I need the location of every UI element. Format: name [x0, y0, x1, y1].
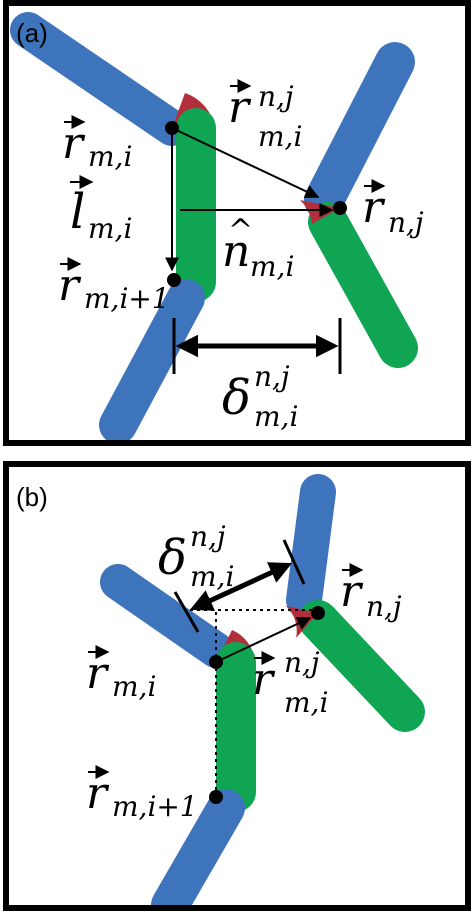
- panel-b-label: (b): [16, 482, 48, 512]
- label-r-mi-b: r m,i: [86, 645, 156, 703]
- svg-text:δ: δ: [158, 530, 187, 586]
- svg-text:n,j: n,j: [284, 646, 320, 679]
- delta-tick-right-b: [282, 539, 306, 585]
- svg-text:r: r: [362, 182, 386, 233]
- point-r-mi1: [167, 273, 181, 287]
- panel-b: (b) δ n,j m,i r n,j r m,i r n,j m,i r m,…: [3, 461, 471, 911]
- point-r-nj: [333, 201, 347, 215]
- chain-m-segment-upper: [10, 12, 190, 146]
- svg-text:r: r: [86, 768, 110, 819]
- svg-text:m,i: m,i: [190, 560, 234, 593]
- label-r-mi-nj: r n,j m,i: [228, 79, 302, 153]
- chain-m-segment-upper-b: [100, 564, 234, 668]
- svg-text:n,j: n,j: [190, 520, 226, 553]
- svg-text:m,i: m,i: [284, 686, 328, 719]
- svg-text:n: n: [222, 226, 250, 277]
- panel-a-label: (a): [16, 18, 48, 48]
- svg-text:n,j: n,j: [258, 80, 294, 113]
- label-r-nj: r n,j: [362, 179, 424, 239]
- svg-text:r: r: [62, 118, 86, 169]
- svg-text:n,j: n,j: [366, 590, 402, 623]
- point-r-mi: [165, 121, 179, 135]
- label-r-mi: r m,i: [62, 115, 132, 173]
- svg-text:m,i: m,i: [88, 212, 132, 245]
- svg-text:m,i+1: m,i+1: [112, 790, 198, 823]
- svg-text:^: ^: [228, 213, 253, 248]
- svg-text:δ: δ: [222, 370, 251, 426]
- svg-text:r: r: [228, 82, 252, 133]
- svg-text:n,j: n,j: [254, 360, 290, 393]
- svg-text:m,i: m,i: [250, 250, 294, 283]
- label-delta-a: δ n,j m,i: [222, 360, 298, 433]
- label-r-nj-b: r n,j: [340, 563, 402, 623]
- svg-text:l: l: [70, 184, 85, 240]
- panel-b-frame: [3, 461, 471, 911]
- svg-text:r: r: [252, 654, 276, 705]
- label-n-mi: n ^ m,i: [222, 213, 294, 283]
- chain-n-segment-green: [308, 202, 418, 368]
- svg-text:m,i: m,i: [254, 400, 298, 433]
- label-delta-b: δ n,j m,i: [158, 520, 234, 593]
- svg-text:m,i: m,i: [88, 140, 132, 173]
- point-r-mi1-b: [209, 790, 223, 804]
- svg-text:m,i: m,i: [258, 120, 302, 153]
- svg-text:r: r: [58, 260, 82, 311]
- chain-n-segment-green-b: [298, 600, 425, 732]
- label-r-mi1: r m,i+1: [58, 257, 170, 315]
- chain-m-segment-lower: [99, 279, 205, 440]
- label-r-mi1-b: r m,i+1: [86, 765, 198, 823]
- r-mi-nj-arrow-b: [215, 617, 312, 663]
- svg-text:m,i: m,i: [112, 670, 156, 703]
- svg-text:n,j: n,j: [388, 206, 424, 239]
- label-l-mi: l m,i: [70, 175, 132, 245]
- r-mi-nj-arrow: [171, 127, 320, 198]
- point-r-mi-b: [209, 655, 223, 669]
- panel-a-frame: [3, 0, 471, 446]
- chain-m-segment-lower-b: [151, 789, 245, 906]
- svg-text:m,i+1: m,i+1: [84, 282, 170, 315]
- chain-n-segment-upper: [304, 42, 415, 220]
- svg-text:r: r: [340, 566, 364, 617]
- svg-text:r: r: [86, 648, 110, 699]
- delta-arrow-b: [189, 562, 293, 611]
- label-r-mi-nj-b: r n,j m,i: [252, 646, 328, 719]
- panel-a: (a) r m,i r n,j m,i l m,i n ^ m,i r n,j: [3, 0, 471, 446]
- point-r-nj-b: [311, 606, 325, 620]
- delta-tick-left-b: [173, 591, 200, 633]
- chain-n-segment-upper-b: [286, 474, 336, 618]
